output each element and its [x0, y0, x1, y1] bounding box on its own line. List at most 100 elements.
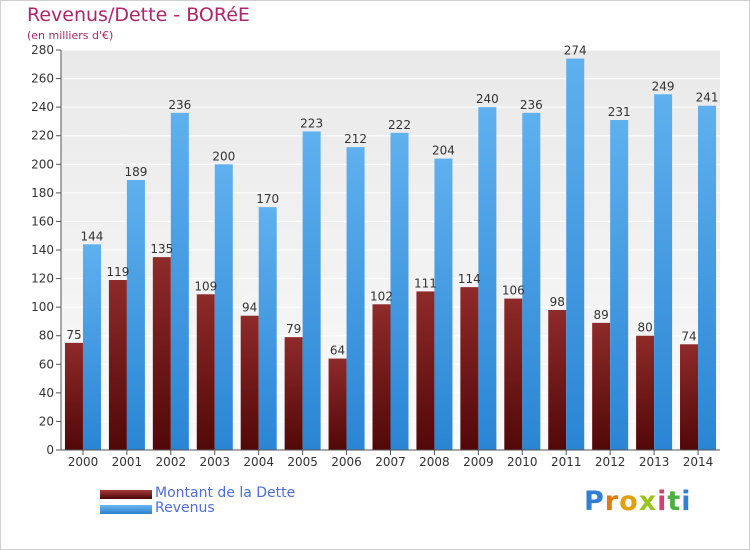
logo-letter: i — [681, 486, 692, 517]
bar-dette — [504, 298, 523, 450]
x-tick-label: 2004 — [243, 455, 274, 469]
bar-dette — [328, 358, 347, 450]
data-label-revenus: 241 — [696, 91, 719, 105]
bar-dette — [196, 294, 215, 450]
data-label-revenus: 249 — [652, 79, 675, 93]
y-tick-label: 120 — [31, 272, 54, 286]
bar-revenus — [698, 105, 717, 450]
data-label-dette: 109 — [194, 279, 217, 293]
bar-revenus — [170, 112, 189, 450]
proxiti-logo: Proxiti — [584, 486, 692, 517]
data-label-dette: 119 — [106, 265, 129, 279]
data-label-dette: 89 — [594, 308, 609, 322]
y-tick-label: 20 — [39, 414, 54, 428]
data-label-dette: 102 — [370, 289, 393, 303]
data-label-dette: 111 — [414, 276, 437, 290]
data-label-revenus: 212 — [344, 132, 367, 146]
y-tick-label: 160 — [31, 214, 54, 228]
bar-revenus — [610, 120, 629, 450]
y-tick-label: 220 — [31, 129, 54, 143]
data-label-revenus: 236 — [520, 98, 543, 112]
bar-revenus — [82, 244, 101, 450]
data-label-dette: 98 — [550, 295, 565, 309]
logo-letter: i — [657, 486, 668, 517]
chart-subtitle: (en milliers d'€) — [27, 29, 114, 42]
bar-dette — [680, 344, 699, 450]
data-label-revenus: 170 — [256, 192, 279, 206]
x-tick-label: 2007 — [375, 455, 406, 469]
data-label-revenus: 189 — [124, 165, 147, 179]
y-tick-label: 100 — [31, 300, 54, 314]
x-tick-label: 2008 — [419, 455, 450, 469]
bar-revenus — [214, 164, 233, 451]
data-label-revenus: 240 — [476, 92, 499, 106]
data-label-dette: 74 — [681, 329, 696, 343]
legend-label-dette: Montant de la Dette — [155, 485, 296, 501]
x-tick-label: 2011 — [551, 455, 582, 469]
data-label-revenus: 274 — [564, 44, 587, 58]
data-label-dette: 64 — [330, 344, 345, 358]
logo-letter: P — [584, 486, 605, 517]
bar-dette — [416, 291, 435, 450]
data-label-revenus: 223 — [300, 116, 323, 130]
x-tick-label: 2012 — [595, 455, 626, 469]
x-tick-label: 2006 — [331, 455, 362, 469]
data-label-dette: 135 — [150, 242, 173, 256]
y-tick-label: 0 — [46, 443, 54, 457]
x-tick-label: 2010 — [507, 455, 538, 469]
bar-revenus — [346, 147, 365, 450]
bar-revenus — [566, 58, 585, 450]
y-tick-label: 180 — [31, 186, 54, 200]
data-label-dette: 79 — [286, 322, 301, 336]
legend-swatch-revenus — [100, 505, 152, 514]
bar-dette — [592, 322, 611, 450]
data-label-dette: 75 — [66, 328, 81, 342]
bar-dette — [64, 342, 83, 450]
y-tick-label: 140 — [31, 243, 54, 257]
y-tick-label: 260 — [31, 72, 54, 86]
bar-dette — [372, 304, 391, 450]
bar-dette — [636, 335, 655, 450]
bar-dette — [108, 280, 127, 450]
bar-revenus — [522, 112, 541, 450]
bar-revenus — [478, 107, 497, 451]
y-tick-label: 200 — [31, 157, 54, 171]
x-tick-label: 2013 — [639, 455, 670, 469]
chart-title: Revenus/Dette - BORéE — [27, 4, 250, 26]
x-tick-label: 2009 — [463, 455, 494, 469]
data-label-revenus: 144 — [81, 229, 104, 243]
x-tick-label: 2000 — [68, 455, 99, 469]
y-tick-label: 40 — [39, 386, 54, 400]
bar-revenus — [434, 158, 453, 451]
data-label-dette: 106 — [502, 284, 525, 298]
data-label-revenus: 200 — [212, 149, 235, 163]
data-label-revenus: 231 — [608, 105, 631, 119]
data-label-dette: 114 — [458, 272, 481, 286]
bar-revenus — [390, 132, 409, 450]
data-label-revenus: 222 — [388, 118, 411, 132]
x-tick-label: 2014 — [683, 455, 714, 469]
data-label-revenus: 204 — [432, 144, 455, 158]
y-tick-label: 80 — [39, 329, 54, 343]
bar-revenus — [654, 94, 673, 451]
bar-dette — [548, 310, 567, 450]
bar-revenus — [126, 180, 145, 450]
bar-revenus — [258, 207, 277, 450]
bar-revenus — [302, 131, 321, 450]
legend-swatch-dette — [100, 490, 152, 499]
y-tick-label: 240 — [31, 100, 54, 114]
bar-dette — [152, 257, 171, 450]
bar-dette — [240, 315, 259, 450]
data-label-dette: 94 — [242, 301, 257, 315]
x-tick-label: 2003 — [199, 455, 230, 469]
x-tick-label: 2005 — [287, 455, 318, 469]
logo-letter: x — [638, 486, 658, 517]
y-tick-label: 60 — [39, 357, 54, 371]
logo-letter: o — [619, 486, 639, 517]
bar-dette — [460, 287, 479, 450]
data-label-revenus: 236 — [168, 98, 191, 112]
data-label-dette: 80 — [637, 321, 652, 335]
y-tick-label: 280 — [31, 43, 54, 57]
bar-dette — [284, 337, 303, 450]
